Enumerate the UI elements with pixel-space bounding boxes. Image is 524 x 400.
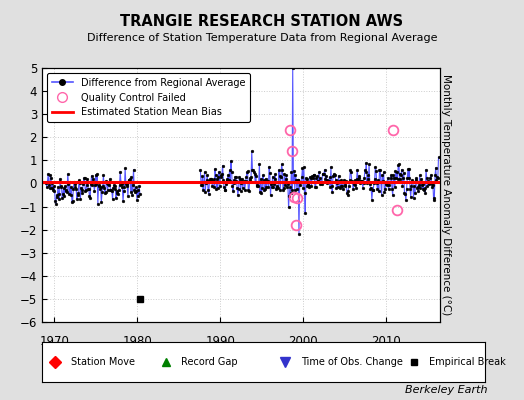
Y-axis label: Monthly Temperature Anomaly Difference (°C): Monthly Temperature Anomaly Difference (…: [441, 74, 451, 316]
Text: Record Gap: Record Gap: [181, 357, 238, 367]
Text: 1970: 1970: [39, 335, 69, 348]
Text: TRANGIE RESEARCH STATION AWS: TRANGIE RESEARCH STATION AWS: [121, 14, 403, 29]
Legend: Difference from Regional Average, Quality Control Failed, Estimated Station Mean: Difference from Regional Average, Qualit…: [47, 73, 250, 122]
Text: Difference of Station Temperature Data from Regional Average: Difference of Station Temperature Data f…: [87, 33, 437, 43]
Text: 2000: 2000: [288, 335, 318, 348]
Text: Empirical Break: Empirical Break: [429, 357, 506, 367]
Text: Berkeley Earth: Berkeley Earth: [405, 385, 487, 395]
Text: 2010: 2010: [372, 335, 401, 348]
Text: Station Move: Station Move: [71, 357, 135, 367]
Text: Time of Obs. Change: Time of Obs. Change: [301, 357, 403, 367]
Text: 1990: 1990: [205, 335, 235, 348]
Text: 1980: 1980: [123, 335, 152, 348]
